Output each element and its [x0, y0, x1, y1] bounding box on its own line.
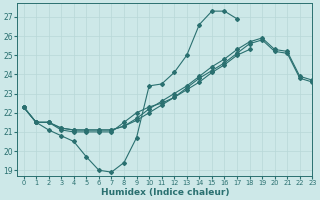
X-axis label: Humidex (Indice chaleur): Humidex (Indice chaleur)	[100, 188, 229, 197]
